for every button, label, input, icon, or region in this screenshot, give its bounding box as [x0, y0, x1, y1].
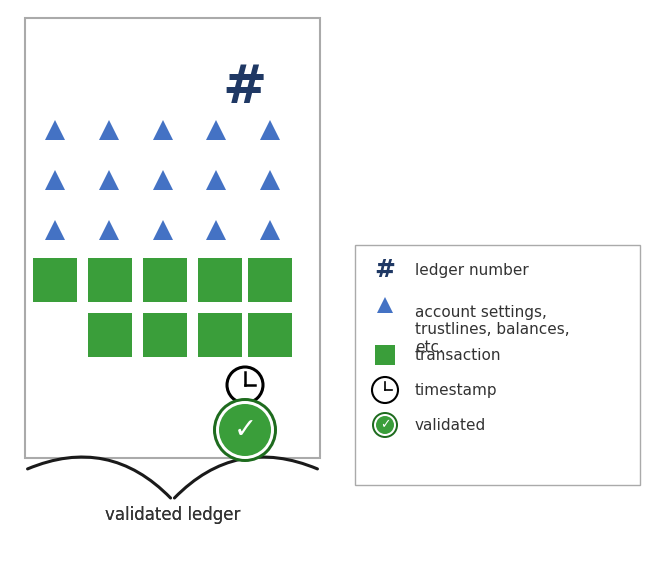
Circle shape	[374, 414, 396, 436]
FancyBboxPatch shape	[143, 313, 187, 357]
FancyBboxPatch shape	[248, 313, 292, 357]
Text: account settings,
trustlines, balances,
etc.: account settings, trustlines, balances, …	[415, 305, 570, 355]
Circle shape	[216, 401, 274, 459]
Text: validated ledger: validated ledger	[105, 506, 240, 524]
FancyBboxPatch shape	[248, 258, 292, 302]
Bar	[25, 18, 320, 458]
FancyBboxPatch shape	[143, 258, 187, 302]
Text: ✓: ✓	[380, 418, 390, 431]
Text: validated ledger: validated ledger	[105, 506, 240, 524]
FancyBboxPatch shape	[33, 258, 77, 302]
Circle shape	[376, 416, 394, 434]
Circle shape	[219, 404, 271, 456]
Text: timestamp: timestamp	[415, 383, 497, 397]
FancyBboxPatch shape	[88, 313, 132, 357]
FancyBboxPatch shape	[198, 258, 242, 302]
Text: ✓: ✓	[233, 416, 257, 444]
Text: validated: validated	[415, 418, 486, 432]
Text: transaction: transaction	[415, 348, 501, 362]
Circle shape	[213, 398, 277, 462]
Text: #: #	[374, 258, 396, 282]
Text: #: #	[223, 62, 267, 114]
Circle shape	[372, 412, 398, 438]
FancyBboxPatch shape	[375, 345, 395, 365]
Text: ledger number: ledger number	[415, 263, 529, 277]
Bar	[355, 245, 640, 485]
FancyBboxPatch shape	[198, 313, 242, 357]
FancyBboxPatch shape	[88, 258, 132, 302]
